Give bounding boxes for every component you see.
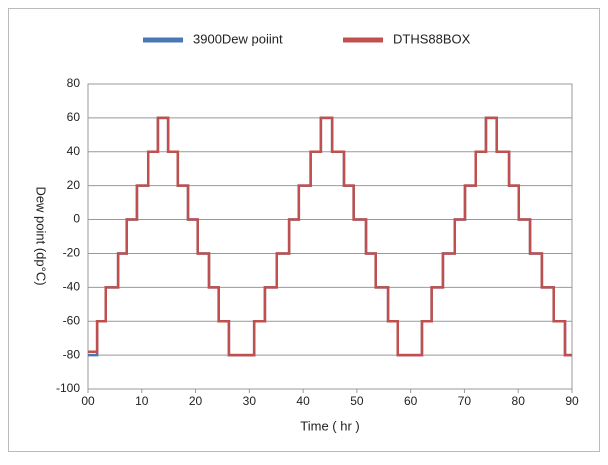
y-tick-label: 60 — [67, 110, 81, 124]
legend-label: DTHS88BOX — [393, 31, 471, 46]
y-tick-label: 0 — [73, 212, 80, 226]
x-axis-title: Time ( hr ) — [300, 418, 359, 433]
x-tick-label: 70 — [458, 394, 472, 408]
y-tick-label: -40 — [63, 280, 81, 294]
y-tick-label: -60 — [63, 313, 81, 327]
x-tick-label: 30 — [243, 394, 257, 408]
y-tick-label: 20 — [67, 178, 81, 192]
y-tick-label: -20 — [63, 246, 81, 260]
x-tick-label: 50 — [350, 394, 364, 408]
x-tick-label: 10 — [135, 394, 149, 408]
data-line — [88, 116, 572, 357]
plot-border — [87, 83, 573, 390]
x-tick-label: 90 — [565, 394, 579, 408]
x-tick-label: 80 — [512, 394, 526, 408]
legend-label: 3900Dew poiint — [193, 31, 283, 46]
y-tick-label: -100 — [56, 381, 80, 395]
y-tick-label: -80 — [63, 347, 81, 361]
x-tick-label: 00 — [81, 394, 95, 408]
x-tick-label: 40 — [296, 394, 310, 408]
y-tick-label: 40 — [67, 144, 81, 158]
y-tick-label: 80 — [67, 76, 81, 90]
x-tick-label: 20 — [189, 394, 203, 408]
x-tick-label: 60 — [404, 394, 418, 408]
y-axis-title: Dew point (dp°C) — [34, 186, 49, 285]
chart-frame — [8, 8, 600, 452]
